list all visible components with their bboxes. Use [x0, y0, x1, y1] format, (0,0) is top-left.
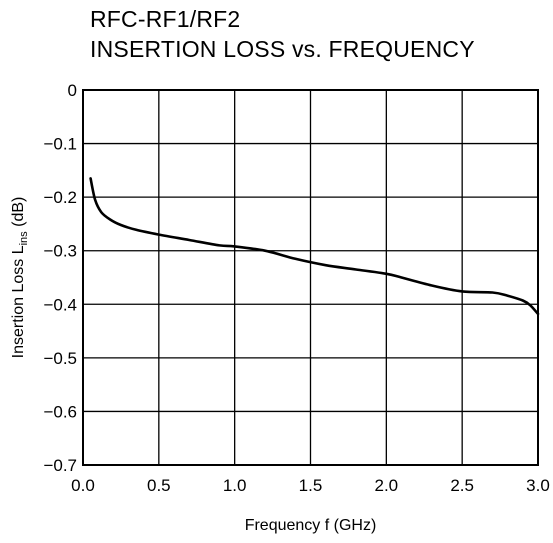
y-tick-label: 0 [68, 81, 77, 100]
x-tick-label: 1.0 [223, 476, 247, 495]
chart-title: RFC-RF1/RF2 [90, 6, 241, 32]
y-tick-label: −0.5 [43, 349, 77, 368]
y-tick-label: −0.3 [43, 242, 77, 261]
x-tick-labels: 0.0 0.5 1.0 1.5 2.0 2.5 3.0 [71, 476, 550, 495]
chart-subtitle: INSERTION LOSS vs. FREQUENCY [90, 36, 475, 62]
y-tick-label: −0.2 [43, 188, 77, 207]
y-tick-label: −0.7 [43, 456, 77, 475]
y-axis-label-subscript: ins [18, 231, 30, 246]
y-tick-label: −0.6 [43, 402, 77, 421]
x-tick-label: 1.5 [299, 476, 323, 495]
x-tick-label: 0.0 [71, 476, 95, 495]
x-tick-label: 2.0 [375, 476, 399, 495]
grid-lines [83, 90, 538, 465]
y-tick-label: −0.1 [43, 135, 77, 154]
y-tick-label: −0.4 [43, 295, 77, 314]
y-axis-label-unit: (dB) [10, 197, 27, 232]
x-tick-label: 2.5 [450, 476, 474, 495]
y-axis-label: Insertion Loss Lins (dB) [10, 197, 30, 359]
y-tick-labels: 0 −0.1 −0.2 −0.3 −0.4 −0.5 −0.6 −0.7 [43, 81, 77, 475]
x-axis-label: Frequency f (GHz) [245, 517, 377, 534]
y-axis-label-main: Insertion Loss L [10, 245, 27, 358]
insertion-loss-series-line [89, 177, 540, 316]
plot-frame [82, 89, 539, 466]
x-tick-label: 3.0 [526, 476, 550, 495]
x-tick-label: 0.5 [147, 476, 171, 495]
